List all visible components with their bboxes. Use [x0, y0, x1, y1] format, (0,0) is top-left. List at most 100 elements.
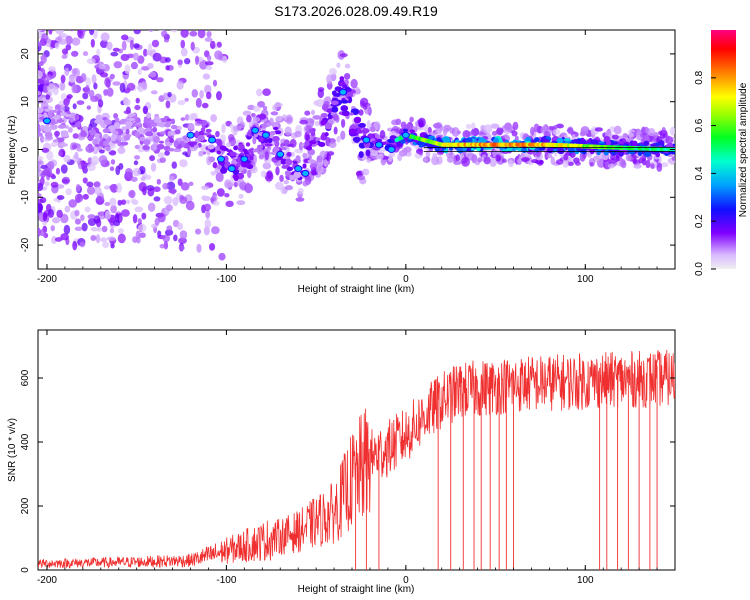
spectral-blob [453, 160, 462, 165]
spectral-blob [269, 130, 276, 136]
spectral-blob [544, 151, 549, 161]
snr-xtick-label: 0 [403, 575, 409, 586]
spectral-blob [183, 58, 191, 65]
spectral-blob [88, 147, 93, 152]
spectral-blob [40, 21, 44, 30]
spectral-blob [71, 68, 78, 75]
spectral-blob [80, 73, 87, 82]
spectral-blob [115, 213, 120, 223]
spectral-blob [511, 130, 518, 137]
spectral-blob [110, 159, 116, 165]
spectral-blob [64, 67, 70, 76]
spectral-peak [227, 165, 236, 173]
spectral-blob [495, 154, 501, 162]
spectral-blob [45, 79, 50, 87]
chart-title: S173.2026.028.09.49.R19 [274, 3, 438, 19]
spectral-blob [103, 185, 111, 190]
spectral-blob [118, 163, 124, 170]
spectral-blob [106, 23, 115, 28]
spectral-blob [130, 176, 138, 182]
spectral-blob [120, 141, 129, 146]
spectral-blob [317, 159, 323, 169]
spectral-blob [173, 148, 182, 153]
spectral-blob [43, 112, 48, 119]
spectral-blob [133, 43, 140, 49]
spectral-blob [263, 138, 270, 144]
spectral-blob [53, 13, 60, 23]
spectral-blob [171, 161, 178, 169]
spectral-blob [332, 114, 339, 121]
spectral-blob [102, 140, 109, 147]
spectral-blob [455, 154, 460, 162]
spectrogram-xtick-label: -100 [216, 274, 236, 285]
spectral-blob [47, 208, 55, 218]
spectral-blob [177, 222, 183, 231]
spectral-blob [163, 195, 173, 205]
spectral-blob [409, 116, 414, 123]
spectral-blob [134, 206, 144, 213]
spectral-blob [74, 193, 84, 203]
spectral-blob [44, 131, 53, 138]
spectral-blob [206, 54, 212, 62]
spectral-blob [109, 184, 118, 191]
spectral-blob [63, 131, 69, 138]
spectral-blob [555, 159, 564, 165]
spectral-blob [256, 144, 264, 150]
spectral-blob [132, 16, 138, 25]
spectral-blob [39, 135, 45, 143]
spectral-blob [272, 104, 278, 111]
colorbar-tick-label: 0.4 [694, 166, 705, 180]
spectral-blob [312, 115, 322, 120]
spectral-blob [43, 168, 53, 176]
spectral-blob [281, 164, 289, 169]
spectral-blob [633, 163, 642, 169]
spectral-blob [105, 146, 111, 151]
spectral-blob [387, 153, 393, 162]
spectral-blob [180, 182, 190, 191]
spectral-peak [217, 155, 226, 163]
spectral-blob [74, 226, 83, 231]
spectral-blob [224, 193, 230, 198]
spectral-blob [54, 130, 59, 139]
spectral-blob [148, 30, 154, 32]
spectral-blob [74, 121, 81, 128]
snr-y-label: SNR (10 * v/v) [7, 418, 18, 482]
spectral-blob [121, 199, 127, 205]
spectral-blob [60, 143, 69, 147]
spectral-blob [88, 89, 95, 98]
spectral-blob [36, 10, 44, 16]
spectral-blob [655, 151, 661, 158]
spectral-blob [418, 150, 423, 156]
spectral-blob [264, 151, 270, 161]
spectral-blob [210, 197, 215, 203]
spectral-blob [82, 19, 90, 27]
spectral-blob [135, 97, 140, 104]
spectral-blob [206, 30, 212, 38]
spectral-blob [104, 201, 111, 207]
spectral-blob [59, 33, 68, 39]
spectral-blob [106, 41, 113, 51]
spectral-blob [117, 147, 126, 155]
spectral-blob [170, 124, 178, 130]
spectral-blob [146, 112, 152, 119]
spectral-blob [100, 39, 109, 49]
spectral-blob [71, 50, 79, 57]
spectral-blob [550, 156, 556, 165]
spectral-blob [660, 162, 669, 168]
spectral-blob [295, 155, 301, 162]
spectral-blob [216, 164, 222, 170]
spectral-blob [205, 61, 214, 66]
spectral-blob [110, 243, 115, 249]
spectral-blob [275, 115, 283, 122]
spectral-blob [163, 38, 170, 43]
spectral-blob [87, 22, 94, 29]
spectral-blob [82, 51, 89, 57]
spectral-blob [119, 82, 126, 93]
spectral-blob [104, 77, 111, 87]
spectral-blob [150, 90, 158, 95]
spectrogram-ytick-label: -10 [20, 190, 31, 205]
spectral-blob [269, 117, 274, 126]
spectral-blob [74, 209, 80, 217]
spectral-blob [644, 134, 650, 141]
spectral-blob [142, 144, 150, 151]
